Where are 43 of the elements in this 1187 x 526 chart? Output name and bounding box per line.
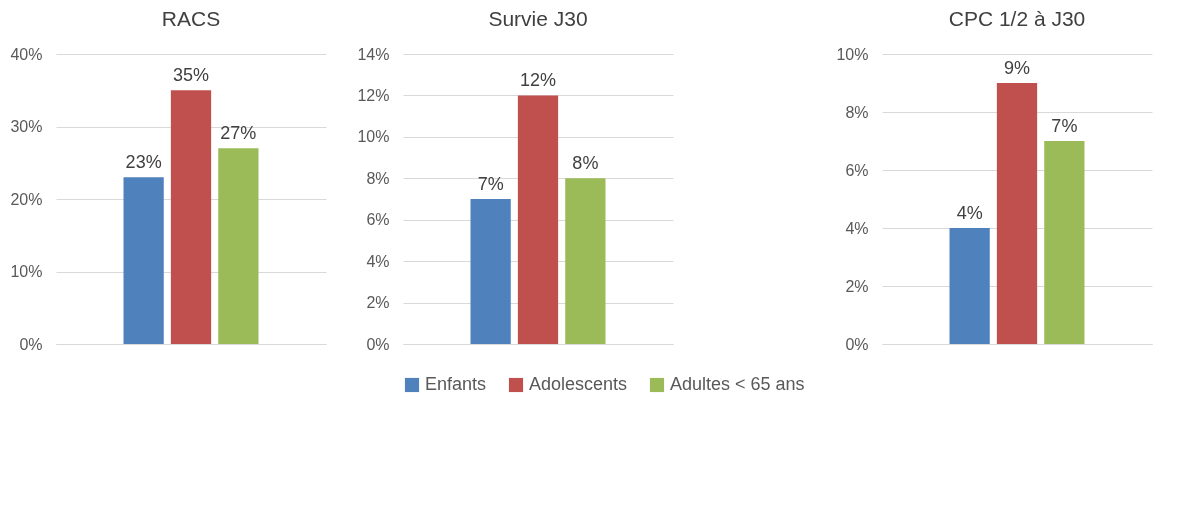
- data-label: 7%: [477, 174, 504, 194]
- y-tick-label: 2%: [366, 294, 390, 312]
- y-tick-label: 0%: [845, 335, 869, 353]
- y-tick-label: 12%: [357, 86, 390, 104]
- data-label: 12%: [519, 70, 557, 91]
- data-label: 23%: [125, 152, 162, 173]
- chart-title: Survie J30: [488, 7, 588, 30]
- bar: [470, 199, 511, 344]
- data-label: 9%: [1003, 58, 1031, 78]
- bar: [123, 177, 164, 344]
- legend-label: Adolescents: [529, 374, 628, 394]
- y-tick-label: 4%: [845, 219, 869, 237]
- y-tick-label: 10%: [357, 128, 390, 146]
- y-tick-label: 0%: [19, 335, 43, 353]
- y-tick-label: 6%: [366, 211, 390, 229]
- y-tick-label: 20%: [10, 190, 43, 208]
- data-label: 27%: [220, 123, 257, 144]
- y-tick-label: 10%: [10, 263, 43, 280]
- bar: [565, 178, 606, 344]
- y-tick-label: 0%: [366, 335, 390, 353]
- legend-label: Adultes < 65 ans: [670, 374, 805, 394]
- y-tick-label: 40%: [10, 45, 43, 63]
- bar: [1044, 141, 1085, 344]
- y-tick-label: 30%: [10, 118, 43, 135]
- bar: [949, 228, 990, 344]
- data-label: 8%: [572, 153, 599, 174]
- y-tick-label: 4%: [366, 252, 390, 270]
- chart-title: RACS: [161, 7, 221, 30]
- bar: [996, 83, 1038, 344]
- bar: [517, 95, 559, 344]
- bar: [170, 90, 212, 344]
- y-tick-label: 6%: [845, 161, 869, 179]
- y-tick-label: 10%: [836, 45, 869, 63]
- data-label: 35%: [172, 65, 210, 86]
- data-label: 7%: [1051, 116, 1078, 136]
- bar: [218, 148, 259, 344]
- y-tick-label: 8%: [845, 103, 869, 121]
- y-tick-label: 8%: [366, 169, 390, 187]
- y-tick-label: 14%: [357, 45, 390, 63]
- data-label: 4%: [956, 203, 983, 223]
- chart-title: CPC 1/2 à J30: [948, 7, 1086, 30]
- legend-label: Enfants: [425, 374, 487, 394]
- y-tick-label: 2%: [845, 277, 869, 295]
